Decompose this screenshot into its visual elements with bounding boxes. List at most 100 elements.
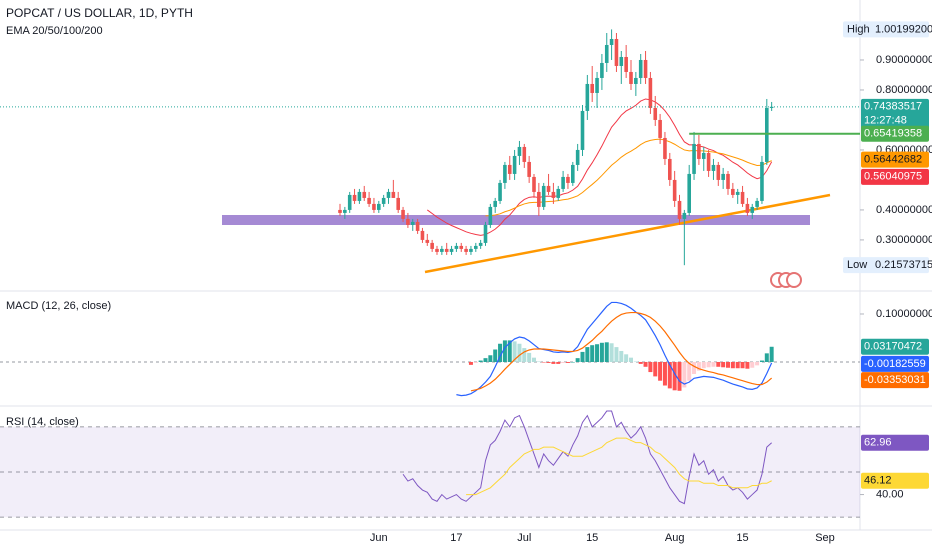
histogram-bar (745, 361, 750, 369)
histogram-bar (604, 342, 609, 362)
high-label: High (847, 23, 870, 35)
histogram-bar (585, 347, 590, 362)
candle-body (585, 83, 590, 111)
histogram-bar (662, 361, 667, 386)
candle-body (769, 106, 774, 108)
histogram-bar (672, 361, 677, 391)
candle-body (731, 188, 735, 195)
candle-body (435, 248, 439, 252)
histogram-bar (614, 347, 619, 362)
candle-body (624, 56, 628, 72)
x-tick-label: Jul (517, 532, 531, 544)
candle-body (551, 191, 556, 198)
candle-body (474, 245, 478, 249)
histogram-bar (682, 361, 687, 388)
histogram-bar (619, 350, 624, 362)
indicator-title: RSI (14, close) (6, 416, 79, 428)
candle-body (566, 176, 570, 183)
indicator-line (485, 138, 772, 217)
candle-body (706, 152, 711, 171)
histogram-bar (512, 341, 517, 362)
hline-badge: 0.65419358 (864, 128, 922, 140)
candle-body (498, 182, 502, 201)
indicator-line (466, 437, 772, 496)
histogram-bar (527, 352, 532, 362)
price-badge-bg (861, 98, 929, 129)
histogram-bar (517, 343, 522, 362)
candle-body (347, 194, 352, 210)
histogram-bar (633, 361, 638, 363)
line-badge: 46.12 (864, 475, 892, 487)
histogram-bar (575, 358, 580, 362)
candle-body (634, 77, 638, 84)
histogram-bar (638, 361, 643, 364)
histogram-bar (565, 361, 570, 363)
hline-badge-bg (861, 125, 929, 142)
x-tick-label: Aug (665, 532, 685, 544)
candle-body (377, 203, 381, 210)
histogram-bar (716, 361, 721, 367)
histogram-bar (735, 361, 740, 369)
candle-body (444, 248, 449, 252)
candle-body (503, 164, 507, 183)
histogram-bar (570, 361, 575, 363)
histogram-bar (488, 355, 493, 362)
candle-body (522, 146, 527, 162)
candle-body (750, 206, 755, 213)
candle-body (440, 248, 444, 252)
histogram-bar (701, 361, 706, 369)
candle-body (619, 56, 624, 66)
histogram-bar (643, 361, 648, 367)
candle-body (672, 179, 677, 201)
histogram-bar (580, 351, 585, 362)
candle-body (532, 176, 536, 192)
candle-body (595, 77, 599, 93)
countdown: 12:27:48 (864, 115, 907, 127)
ema-badge: 0.56040975 (864, 171, 922, 183)
x-tick-label: 15 (736, 532, 748, 544)
candle-body (546, 185, 551, 192)
candle-body (765, 107, 769, 162)
candle-body (668, 158, 672, 180)
histogram-bar (667, 361, 672, 389)
line-badge: 62.96 (864, 437, 892, 449)
histogram-bar (677, 361, 682, 391)
candle-body (711, 164, 716, 171)
histogram-bar (536, 361, 541, 363)
histogram-bar (478, 360, 483, 362)
indicator-line (470, 311, 773, 392)
x-tick-label: Sep (815, 532, 835, 544)
x-tick-label: 15 (586, 532, 598, 544)
candle-body (507, 164, 512, 174)
candle-body (760, 161, 764, 201)
candle-body (716, 164, 721, 180)
candle-body (600, 62, 604, 78)
candle-body (677, 200, 682, 219)
ema-badge: 0.56442682 (864, 154, 922, 166)
candle-body (425, 239, 430, 243)
histogram-bar (696, 361, 701, 371)
histogram-bar (561, 361, 566, 363)
candle-body (604, 44, 609, 63)
candle-body (362, 191, 367, 198)
candle-body (338, 209, 342, 213)
candle-body (658, 119, 662, 138)
candle-body (357, 191, 362, 201)
marks: 0.900000000.800000000.600000000.40000000… (0, 21, 932, 544)
candle-body (541, 185, 546, 207)
candle-body (493, 200, 497, 207)
candle-body (512, 155, 517, 174)
y-tick-label: 40.00 (876, 488, 904, 500)
trend-line (424, 193, 831, 274)
candle-body (561, 176, 565, 189)
ema-badge-bg (861, 151, 929, 168)
price-badge: 0.74383517 (864, 101, 922, 113)
candle-body (381, 197, 386, 204)
histogram-bar (740, 361, 745, 369)
histogram-bar (473, 361, 478, 363)
histogram-bar (759, 360, 764, 362)
candle-body (478, 242, 483, 246)
flag-icon (786, 272, 802, 288)
